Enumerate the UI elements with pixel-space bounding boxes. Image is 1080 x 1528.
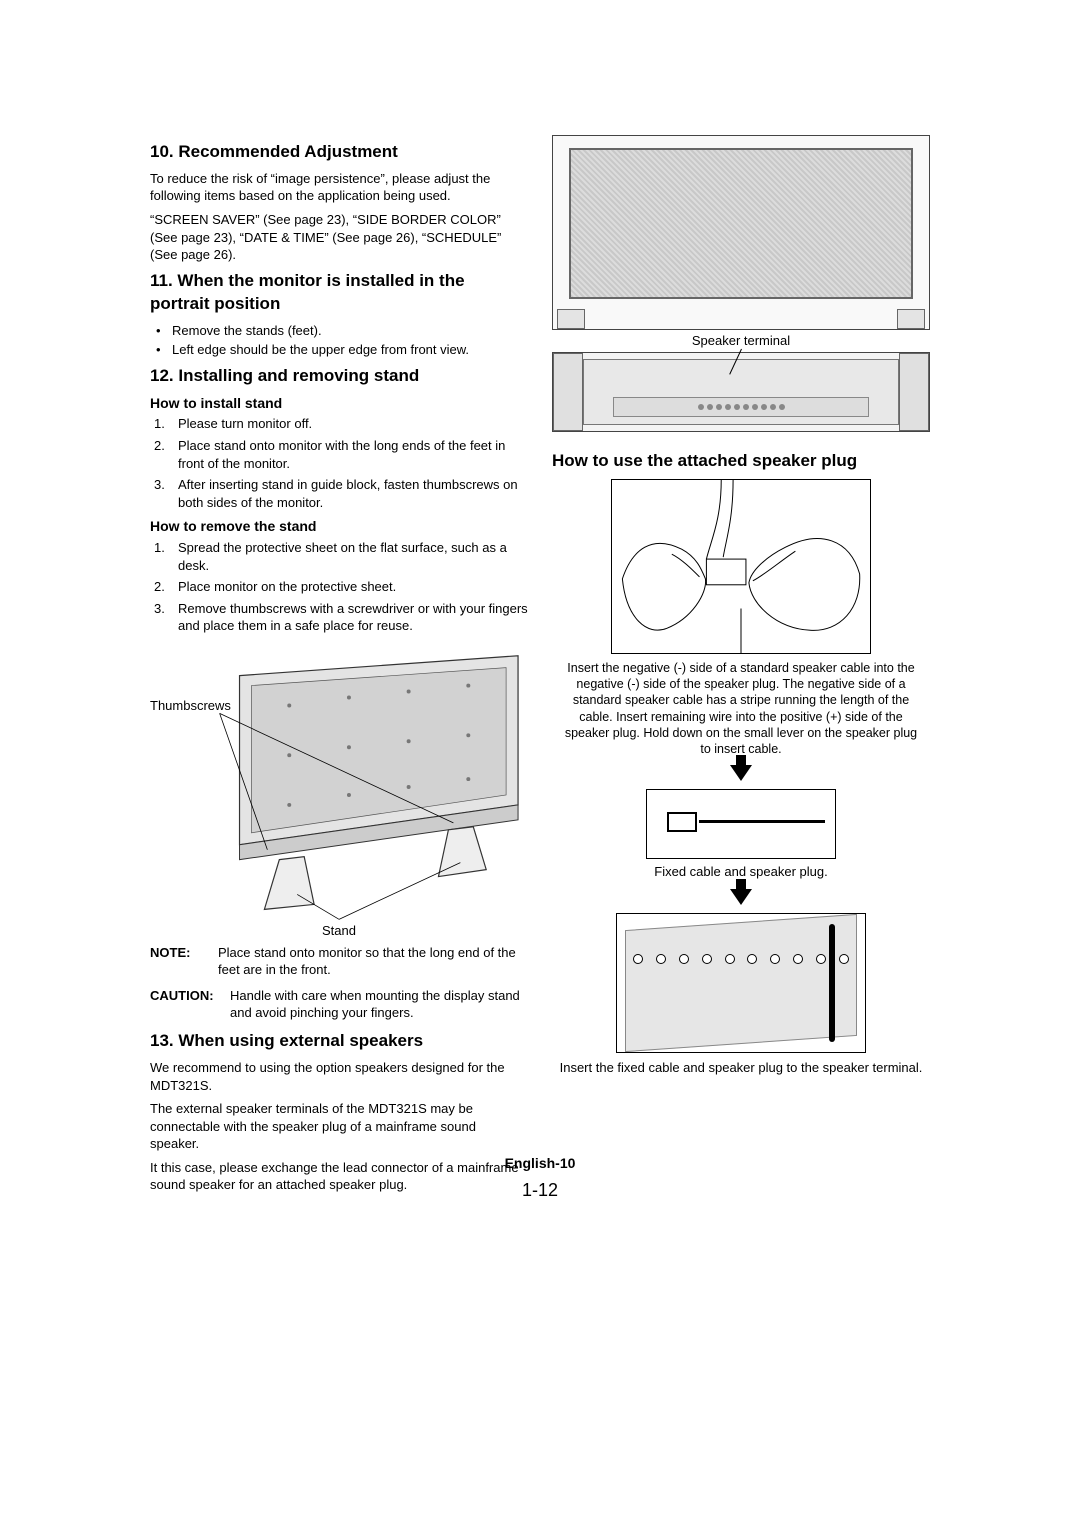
terminal-caption: Insert the fixed cable and speaker plug … bbox=[552, 1059, 930, 1077]
s11-b2: Left edge should be the upper edge from … bbox=[150, 341, 528, 359]
install-3-text: After inserting stand in guide block, fa… bbox=[178, 477, 518, 510]
rear-foot-left-icon bbox=[553, 353, 583, 431]
hand-plug-svg bbox=[612, 480, 870, 653]
heading-13: 13. When using external speakers bbox=[150, 1030, 528, 1053]
remove-list: 1.Spread the protective sheet on the fla… bbox=[150, 539, 528, 635]
s11-bullets: Remove the stands (feet). Left edge shou… bbox=[150, 322, 528, 359]
remove-2: 2.Place monitor on the protective sheet. bbox=[150, 578, 528, 596]
remove-2-text: Place monitor on the protective sheet. bbox=[178, 579, 396, 594]
terminal-bg-icon bbox=[625, 914, 857, 1052]
caution-text: Handle with care when mounting the displ… bbox=[230, 987, 528, 1022]
figure-fixed-plug bbox=[646, 789, 836, 859]
footer-lang: English-10 bbox=[0, 1154, 1080, 1173]
figure-monitor-rear bbox=[552, 352, 930, 432]
figure-monitor-front bbox=[552, 135, 930, 330]
s10-p2: “SCREEN SAVER” (See page 23), “SIDE BORD… bbox=[150, 211, 528, 264]
monitor-screen-icon bbox=[569, 148, 913, 299]
install-1-text: Please turn monitor off. bbox=[178, 416, 312, 431]
insert-instructions: Insert the negative (-) side of a standa… bbox=[552, 660, 930, 758]
remove-3: 3.Remove thumbscrews with a screwdriver … bbox=[150, 600, 528, 635]
note-text: Place stand onto monitor so that the lon… bbox=[218, 944, 528, 979]
stand-label: Stand bbox=[322, 922, 356, 940]
footer-page: 1-12 bbox=[0, 1178, 1080, 1202]
figure-terminal-panel bbox=[616, 913, 866, 1053]
page-content: 10. Recommended Adjustment To reduce the… bbox=[0, 0, 1080, 1200]
caution-row: CAUTION: Handle with care when mounting … bbox=[150, 987, 528, 1022]
monitor-foot-left-icon bbox=[557, 309, 585, 329]
s13-p1: We recommend to using the option speaker… bbox=[150, 1059, 528, 1094]
install-1: 1.Please turn monitor off. bbox=[150, 415, 528, 433]
iso-monitor-svg bbox=[150, 645, 528, 940]
s11-b1: Remove the stands (feet). bbox=[150, 322, 528, 340]
h-install: How to install stand bbox=[150, 394, 528, 413]
monitor-foot-right-icon bbox=[897, 309, 925, 329]
install-2-text: Place stand onto monitor with the long e… bbox=[178, 438, 505, 471]
install-2: 2.Place stand onto monitor with the long… bbox=[150, 437, 528, 472]
heading-11: 11. When the monitor is installed in the… bbox=[150, 270, 528, 316]
right-column: Speaker terminal How to use the attached… bbox=[552, 135, 930, 1200]
s10-p1: To reduce the risk of “image persistence… bbox=[150, 170, 528, 205]
install-list: 1.Please turn monitor off. 2.Place stand… bbox=[150, 415, 528, 511]
arrow-down-icon-1 bbox=[730, 765, 752, 781]
install-3: 3.After inserting stand in guide block, … bbox=[150, 476, 528, 511]
arrow-down-icon-2 bbox=[730, 889, 752, 905]
remove-1-text: Spread the protective sheet on the flat … bbox=[178, 540, 507, 573]
heading-12: 12. Installing and removing stand bbox=[150, 365, 528, 388]
terminal-cable-icon bbox=[829, 924, 835, 1042]
plug-wire-icon bbox=[699, 820, 825, 823]
note-row: NOTE: Place stand onto monitor so that t… bbox=[150, 944, 528, 979]
thumbscrews-label: Thumbscrews bbox=[150, 697, 231, 715]
note-label: NOTE: bbox=[150, 944, 218, 979]
speaker-terminal-label: Speaker terminal bbox=[692, 332, 790, 350]
left-column: 10. Recommended Adjustment To reduce the… bbox=[150, 135, 528, 1200]
rear-ports-icon bbox=[613, 397, 869, 417]
figure-hand-plug bbox=[611, 479, 871, 654]
plug-body-icon bbox=[667, 812, 697, 832]
remove-1: 1.Spread the protective sheet on the fla… bbox=[150, 539, 528, 574]
s13-p2: The external speaker terminals of the MD… bbox=[150, 1100, 528, 1153]
rear-foot-right-icon bbox=[899, 353, 929, 431]
caution-label: CAUTION: bbox=[150, 987, 230, 1022]
heading-10: 10. Recommended Adjustment bbox=[150, 141, 528, 164]
figure-iso-monitor: Thumbscrews bbox=[150, 645, 528, 940]
heading-speaker-plug: How to use the attached speaker plug bbox=[552, 450, 930, 473]
remove-3-text: Remove thumbscrews with a screwdriver or… bbox=[178, 601, 528, 634]
hand-figure-wrap: Standard cable Speaker plug bbox=[552, 479, 930, 654]
terminal-ports-row bbox=[633, 954, 849, 964]
h-remove: How to remove the stand bbox=[150, 517, 528, 536]
figure-monitor-rear-wrap: Speaker terminal bbox=[552, 352, 930, 432]
